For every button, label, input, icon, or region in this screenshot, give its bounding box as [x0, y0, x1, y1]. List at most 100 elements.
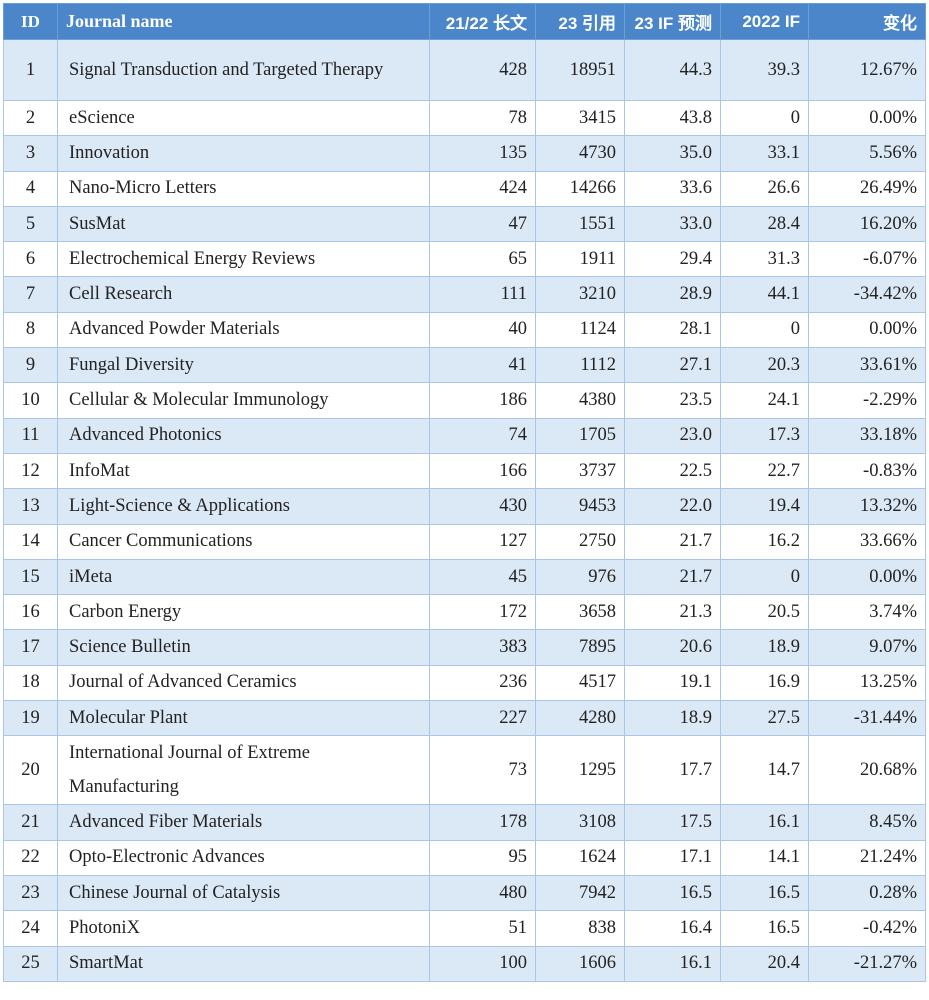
- table-row: 24 PhotoniX 51 838 16.4 16.5 -0.42%: [3, 910, 926, 947]
- change: -2.29%: [808, 382, 926, 419]
- if-prediction: 27.1: [624, 347, 721, 384]
- change: -6.07%: [808, 241, 926, 278]
- if-2022: 0: [720, 99, 809, 137]
- citations: 1624: [535, 839, 625, 876]
- row-id: 7: [3, 276, 58, 313]
- row-id: 19: [3, 700, 58, 737]
- journal-name: eScience: [57, 99, 430, 137]
- table-row: 25 SmartMat 100 1606 16.1 20.4 -21.27%: [3, 945, 926, 982]
- long-articles: 78: [429, 99, 536, 137]
- if-2022: 19.4: [720, 488, 809, 525]
- journal-if-table: ID Journal name 21/22 长文 23 引用 23 IF 预测 …: [3, 3, 926, 982]
- table-body: 1 Signal Transduction and Targeted Therap…: [3, 39, 926, 982]
- row-id: 18: [3, 664, 58, 702]
- citations: 7895: [535, 629, 625, 666]
- long-articles: 227: [429, 700, 536, 737]
- change: 0.28%: [808, 874, 926, 912]
- journal-name: Advanced Photonics: [57, 417, 430, 454]
- change: 33.18%: [808, 417, 926, 454]
- journal-name: Chinese Journal of Catalysis: [57, 874, 430, 912]
- journal-name: Cell Research: [57, 276, 430, 313]
- citations: 3210: [535, 276, 625, 313]
- citations: 1295: [535, 735, 625, 806]
- citations: 4730: [535, 135, 625, 172]
- row-id: 1: [3, 39, 58, 101]
- if-prediction: 44.3: [624, 39, 721, 101]
- if-2022: 33.1: [720, 135, 809, 172]
- header-if-prediction: 23 IF 预测: [624, 3, 721, 40]
- journal-name: Science Bulletin: [57, 629, 430, 666]
- table-row: 10 Cellular & Molecular Immunology 186 4380…: [3, 382, 926, 419]
- if-2022: 44.1: [720, 276, 809, 313]
- if-prediction: 19.1: [624, 664, 721, 702]
- long-articles: 383: [429, 629, 536, 666]
- if-2022: 22.7: [720, 452, 809, 490]
- if-2022: 14.7: [720, 735, 809, 806]
- citations: 14266: [535, 170, 625, 207]
- if-prediction: 17.7: [624, 735, 721, 806]
- row-id: 3: [3, 135, 58, 172]
- table-row: 5 SusMat 47 1551 33.0 28.4 16.20%: [3, 205, 926, 243]
- table-row: 14 Cancer Communications 127 2750 21.7 16.2 33…: [3, 523, 926, 560]
- table-row: 18 Journal of Advanced Ceramics 236 4517 19.…: [3, 664, 926, 702]
- if-prediction: 21.7: [624, 558, 721, 596]
- row-id: 14: [3, 523, 58, 560]
- long-articles: 111: [429, 276, 536, 313]
- change: 33.66%: [808, 523, 926, 560]
- header-long-articles: 21/22 长文: [429, 3, 536, 40]
- citations: 4380: [535, 382, 625, 419]
- journal-name: Molecular Plant: [57, 700, 430, 737]
- if-prediction: 17.1: [624, 839, 721, 876]
- if-2022: 20.5: [720, 594, 809, 631]
- journal-name: Advanced Fiber Materials: [57, 804, 430, 841]
- table-row: 8 Advanced Powder Materials 40 1124 28.1 0 0.0…: [3, 311, 926, 349]
- if-2022: 39.3: [720, 39, 809, 101]
- citations: 1551: [535, 205, 625, 243]
- table-row: 16 Carbon Energy 172 3658 21.3 20.5 3.74%: [3, 594, 926, 631]
- long-articles: 73: [429, 735, 536, 806]
- change: 21.24%: [808, 839, 926, 876]
- table-row: 15 iMeta 45 976 21.7 0 0.00%: [3, 558, 926, 596]
- header-id: ID: [3, 3, 58, 40]
- if-2022: 28.4: [720, 205, 809, 243]
- header-journal-name: Journal name: [57, 3, 430, 40]
- if-prediction: 29.4: [624, 241, 721, 278]
- long-articles: 74: [429, 417, 536, 454]
- row-id: 22: [3, 839, 58, 876]
- citations: 1911: [535, 241, 625, 278]
- change: 5.56%: [808, 135, 926, 172]
- journal-name: SusMat: [57, 205, 430, 243]
- long-articles: 51: [429, 910, 536, 947]
- table-row: 11 Advanced Photonics 74 1705 23.0 17.3 33.18%: [3, 417, 926, 454]
- if-2022: 24.1: [720, 382, 809, 419]
- row-id: 25: [3, 945, 58, 982]
- change: -34.42%: [808, 276, 926, 313]
- header-if-2022: 2022 IF: [720, 3, 809, 40]
- change: 13.32%: [808, 488, 926, 525]
- citations: 3658: [535, 594, 625, 631]
- if-2022: 26.6: [720, 170, 809, 207]
- if-2022: 0: [720, 558, 809, 596]
- long-articles: 480: [429, 874, 536, 912]
- journal-name: Cancer Communications: [57, 523, 430, 560]
- if-2022: 20.3: [720, 347, 809, 384]
- row-id: 10: [3, 382, 58, 419]
- table-row: 23 Chinese Journal of Catalysis 480 7942 16.…: [3, 874, 926, 912]
- journal-name: Light-Science & Applications: [57, 488, 430, 525]
- journal-name: iMeta: [57, 558, 430, 596]
- if-prediction: 21.3: [624, 594, 721, 631]
- if-prediction: 33.0: [624, 205, 721, 243]
- table-row: 1 Signal Transduction and Targeted Therap…: [3, 39, 926, 101]
- citations: 1124: [535, 311, 625, 349]
- change: 8.45%: [808, 804, 926, 841]
- journal-name: Opto-Electronic Advances: [57, 839, 430, 876]
- if-2022: 17.3: [720, 417, 809, 454]
- citations: 4280: [535, 700, 625, 737]
- journal-name: Signal Transduction and Targeted Therapy: [57, 39, 430, 101]
- journal-name: Journal of Advanced Ceramics: [57, 664, 430, 702]
- citations: 838: [535, 910, 625, 947]
- if-2022: 0: [720, 311, 809, 349]
- long-articles: 40: [429, 311, 536, 349]
- long-articles: 428: [429, 39, 536, 101]
- row-id: 5: [3, 205, 58, 243]
